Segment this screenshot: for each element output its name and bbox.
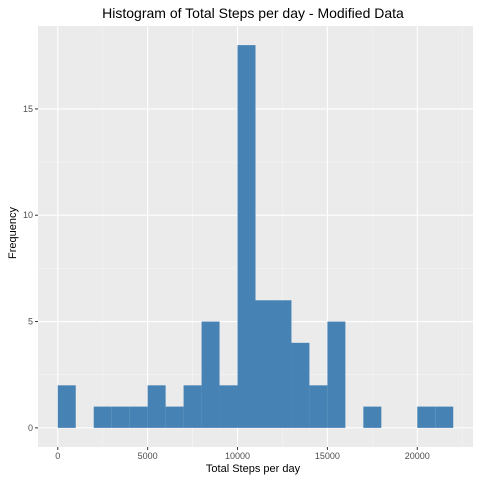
x-tick-label: 15000 — [315, 451, 340, 461]
plot-area: 0 5000 10000 15000 20000 0 5 10 15 — [23, 26, 473, 461]
histogram-bar — [255, 300, 274, 428]
histogram-bar — [111, 406, 130, 428]
y-tick-label: 10 — [23, 210, 33, 220]
histogram-bar — [327, 321, 346, 428]
histogram-bar — [93, 406, 112, 428]
x-tick-label: 10000 — [225, 451, 250, 461]
x-tick-label: 20000 — [405, 451, 430, 461]
histogram-bar — [435, 406, 454, 428]
y-tick-label: 15 — [23, 104, 33, 114]
histogram-bar — [237, 45, 256, 428]
x-tick-label: 5000 — [138, 451, 158, 461]
histogram-bar — [273, 300, 292, 428]
histogram-bar — [183, 385, 202, 428]
histogram-bar — [219, 385, 238, 428]
histogram-bar — [129, 406, 148, 428]
histogram-bar — [57, 385, 76, 428]
histogram-bar — [147, 385, 166, 428]
histogram-bar — [291, 342, 310, 428]
histogram-bar — [363, 406, 382, 428]
x-axis-title: Total Steps per day — [206, 463, 301, 475]
y-axis-title: Frequency — [7, 207, 19, 259]
chart-title: Histogram of Total Steps per day - Modif… — [102, 5, 404, 21]
y-tick-label: 5 — [28, 317, 33, 327]
histogram-bar — [165, 406, 184, 428]
x-tick-label: 0 — [55, 451, 60, 461]
y-tick-label: 0 — [28, 423, 33, 433]
histogram-bar — [309, 385, 328, 428]
histogram-bar — [417, 406, 436, 428]
histogram-bar — [201, 321, 220, 428]
